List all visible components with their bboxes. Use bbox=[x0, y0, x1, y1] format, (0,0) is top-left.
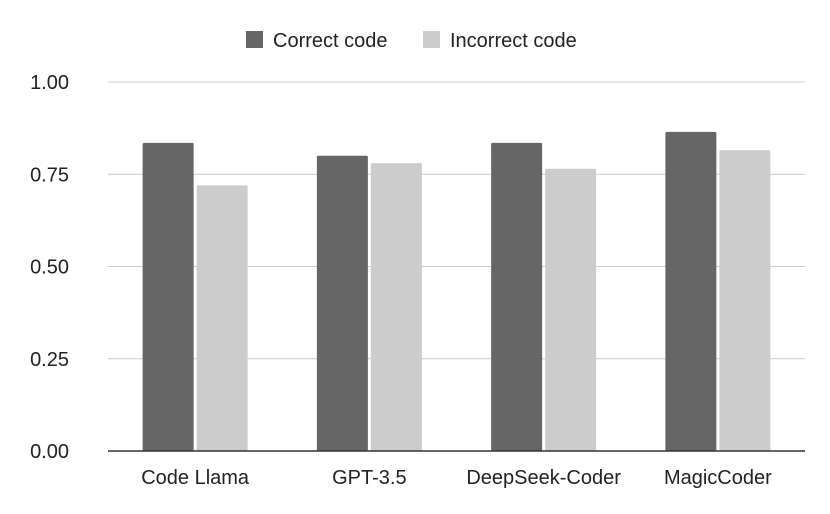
y-tick-label: 0.75 bbox=[30, 164, 69, 186]
bar-incorrect-2 bbox=[545, 168, 597, 451]
legend-swatch-correct bbox=[246, 31, 263, 48]
bar-incorrect-0 bbox=[196, 185, 248, 451]
bar-correct-1 bbox=[316, 155, 368, 452]
x-tick-label: MagicCoder bbox=[664, 467, 772, 489]
bar-correct-0 bbox=[142, 142, 194, 451]
y-tick-label: 0.00 bbox=[30, 441, 69, 463]
x-tick-label: DeepSeek-Coder bbox=[466, 467, 621, 489]
x-axis-tick-labels: Code Llama GPT-3.5 DeepSeek-Coder MagicCode… bbox=[141, 467, 772, 489]
x-tick-label: Code Llama bbox=[141, 467, 250, 489]
legend-swatch-incorrect bbox=[423, 31, 440, 48]
bar-correct-2 bbox=[491, 142, 543, 451]
legend-label-incorrect: Incorrect code bbox=[450, 30, 577, 52]
x-tick-label: GPT-3.5 bbox=[332, 467, 406, 489]
y-tick-label: 0.25 bbox=[30, 349, 69, 371]
y-tick-label: 1.00 bbox=[30, 72, 69, 94]
bar-correct-3 bbox=[665, 131, 717, 451]
bar-incorrect-3 bbox=[719, 150, 771, 451]
legend-label-correct: Correct code bbox=[273, 30, 388, 52]
y-tick-label: 0.50 bbox=[30, 257, 69, 279]
bar-incorrect-1 bbox=[370, 163, 422, 451]
bars bbox=[142, 131, 771, 452]
y-axis-tick-labels: 0.00 0.25 0.50 0.75 1.00 bbox=[30, 72, 69, 463]
legend: Correct code Incorrect code bbox=[246, 30, 577, 52]
